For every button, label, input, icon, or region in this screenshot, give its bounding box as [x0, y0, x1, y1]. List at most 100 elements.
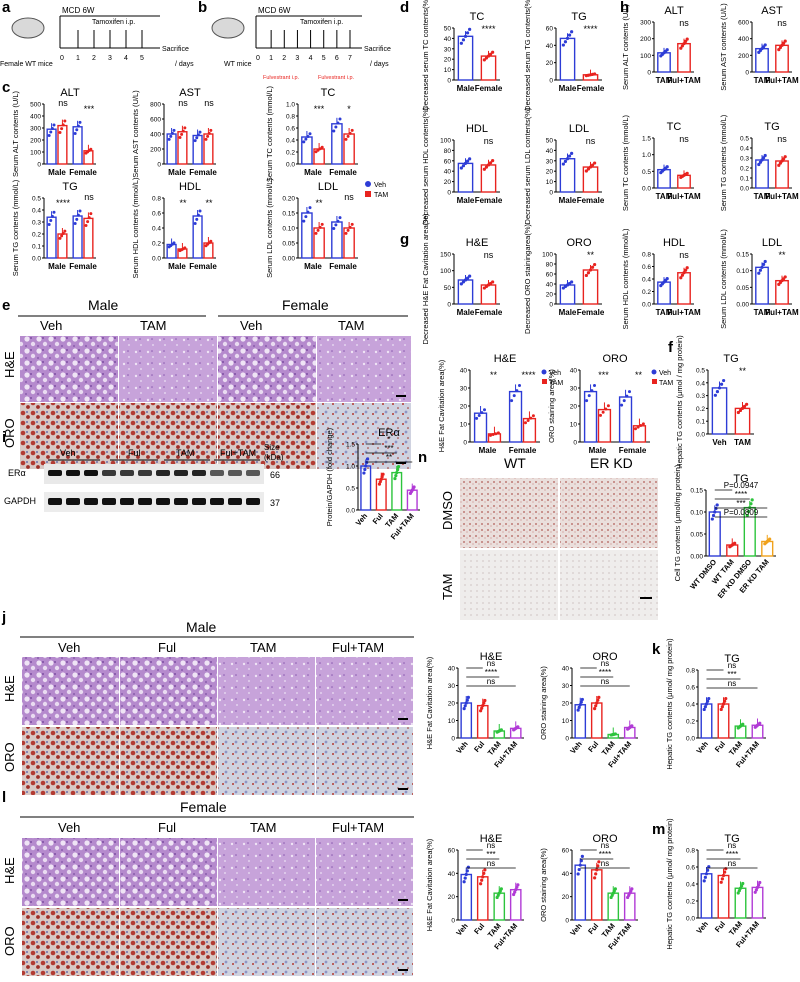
y-tick-label: 0.4 [740, 146, 749, 153]
y-tick-label: 1.0 [346, 464, 355, 471]
y-tick-label: 100 [542, 252, 553, 259]
y-tick-label: 0 [745, 70, 749, 77]
data-point [738, 408, 743, 413]
chart-title: LDL [569, 123, 589, 135]
data-point [461, 38, 466, 42]
data-point [348, 225, 352, 229]
data-point [740, 884, 744, 888]
panel-e-col-0: Veh [40, 318, 62, 333]
y-tick-label: 20 [546, 169, 554, 176]
y-tick-label: 0.20 [282, 196, 295, 203]
data-point [565, 157, 570, 161]
y-tick-label: 0.6 [686, 865, 695, 872]
y-tick-label: 0.4 [686, 702, 695, 709]
timeline-b-extra1: Fulvestrant i.p. [263, 75, 300, 81]
data-point [707, 696, 711, 701]
data-point [346, 134, 350, 138]
y-tick-label: 0 [37, 162, 41, 169]
data-point [482, 701, 486, 705]
y-axis-label: Serum LDL contents (mmol/L) [265, 178, 274, 278]
y-tick-label: 50 [444, 26, 452, 33]
data-point [344, 137, 348, 141]
legend-label: TAM [549, 380, 563, 387]
category-label: Veh [695, 919, 711, 935]
blot-band-gapdh [66, 498, 80, 505]
y-tick-label: 0.5 [696, 368, 705, 375]
y-tick-label: 0.2 [696, 406, 705, 413]
y-tick-label: 0.8 [686, 848, 695, 855]
data-point [745, 402, 749, 406]
blot-band-gapdh [246, 498, 260, 505]
chart-title: H&E [480, 651, 503, 663]
data-point [480, 411, 484, 415]
data-point [336, 219, 340, 223]
significance-label: ns [601, 659, 609, 668]
category-label: Veh [568, 921, 584, 937]
category-label: Male [559, 84, 577, 93]
micrograph [218, 838, 315, 906]
y-tick-label: 10 [460, 422, 468, 429]
y-tick-label: 10 [562, 718, 570, 725]
data-point [594, 872, 598, 876]
chart-c-0: ALT Serum ALT contents (U/L) 0 100 200 300 400… [11, 87, 97, 177]
timeline-a-end: Sacrifice [162, 46, 189, 53]
data-point [763, 153, 767, 158]
data-point [593, 161, 597, 165]
category-label: Female [619, 446, 647, 455]
significance-label: ns [679, 250, 689, 260]
significance-label: ns [728, 841, 736, 850]
chart-h-15: TG Serum TG contents (mmol/L) 0.0 0.1 0.2 0.3… [719, 114, 799, 211]
y-tick-label: 40 [562, 871, 570, 878]
data-point [459, 41, 463, 45]
micrograph [22, 657, 119, 725]
y-tick-label: 0.0 [696, 432, 705, 439]
blot-band-era [192, 470, 206, 476]
y-tick-label: 40 [546, 148, 554, 155]
data-point [47, 223, 51, 227]
data-point [170, 131, 174, 135]
data-point [529, 416, 533, 420]
data-point [706, 699, 710, 703]
data-point [468, 157, 472, 161]
data-point [479, 709, 483, 713]
y-axis-label: Protein/GAPDH (fold change) [325, 427, 334, 526]
y-tick-label: 0.4 [286, 138, 295, 145]
data-point [720, 705, 724, 709]
legend-label: Veh [549, 370, 561, 377]
data-point [379, 477, 383, 481]
data-point [196, 133, 200, 137]
legend-tam: TAM [374, 192, 388, 199]
data-point [713, 510, 717, 514]
significance-label: ** [587, 250, 595, 260]
data-point [49, 218, 53, 222]
blot-band-era [120, 470, 134, 476]
blot-band-era [174, 470, 188, 476]
y-tick-label: 30 [460, 386, 468, 393]
data-point [479, 882, 483, 886]
y-tick-label: 40 [546, 43, 554, 50]
data-point [484, 165, 489, 169]
data-point [563, 40, 568, 44]
micrograph [218, 908, 315, 976]
data-point [763, 43, 767, 47]
significance-label: * [347, 104, 351, 114]
panel-label-d: d [400, 0, 409, 16]
y-tick-label: 30 [448, 683, 456, 690]
chart-title: TG [723, 353, 738, 365]
y-tick-label: 0.4 [32, 208, 41, 215]
blot-lane-2: TAM [176, 448, 194, 458]
data-point [465, 276, 470, 280]
y-tick-label: 0.15 [690, 488, 703, 495]
chart-g-11: ORO Decreased ORO stainingarea(%) 0 20 40 60 8… [523, 223, 605, 334]
legend-label: Veh [659, 370, 671, 377]
data-point [720, 877, 724, 881]
data-point [570, 151, 574, 155]
y-axis-label: H&E Fat Cavitation area(%) [425, 656, 434, 749]
data-point [180, 132, 184, 136]
y-tick-label: 20 [562, 894, 570, 901]
data-point [483, 868, 487, 872]
bar [583, 390, 598, 443]
data-point [682, 42, 686, 46]
data-point [465, 869, 469, 873]
